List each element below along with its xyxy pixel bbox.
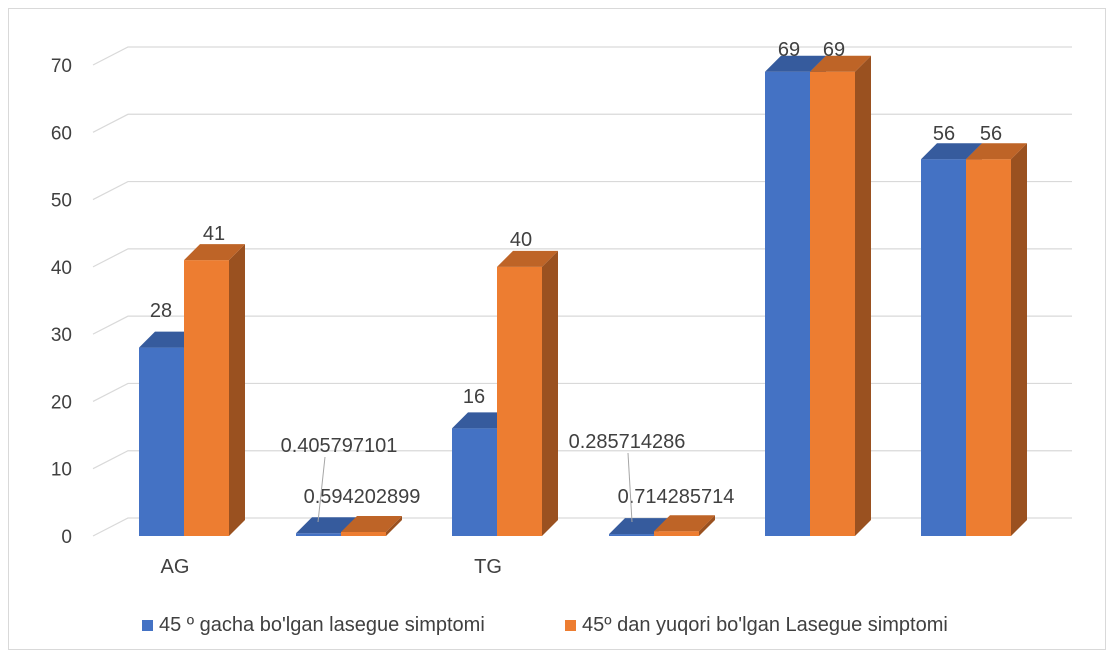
data-label: 0.285714286 (569, 431, 686, 453)
legend-swatch-series-2 (565, 620, 576, 631)
gridline (92, 180, 1072, 201)
x-category-label: AG (161, 556, 190, 578)
gridlines (92, 46, 1072, 537)
bar-top (765, 55, 826, 72)
bar-top (921, 143, 982, 160)
legend-swatch-series-1 (142, 620, 153, 631)
bar-side (1011, 143, 1027, 536)
bar-front (765, 71, 810, 536)
data-label: 28 (150, 300, 172, 322)
bar-top (341, 516, 402, 533)
data-label: 41 (203, 223, 225, 245)
y-axis-ticks: 0 10 20 30 40 50 60 70 (51, 56, 72, 548)
y-tick-label: 30 (51, 325, 72, 346)
bar-front (341, 532, 386, 536)
bar-front (497, 266, 542, 536)
gridline (92, 46, 1072, 66)
bar-front (810, 71, 855, 536)
legend-item-series-1: 45 º gacha bo'lgan lasegue simptomi (142, 614, 485, 637)
data-label: 0.405797101 (281, 435, 398, 457)
bars (139, 55, 1027, 536)
y-tick-label: 70 (51, 56, 72, 77)
bar-front (654, 531, 699, 536)
y-tick-label: 0 (61, 527, 72, 548)
bar-front (609, 534, 654, 536)
data-label: 16 (463, 386, 485, 408)
data-labels: 28 0.405797101 16 0.285714286 69 56 41 0.594202… (150, 39, 1002, 523)
y-tick-label: 50 (51, 191, 72, 212)
y-tick-label: 10 (51, 460, 72, 481)
bar-front (184, 260, 229, 536)
bar-front (296, 533, 341, 536)
data-label: 56 (980, 123, 1002, 145)
x-category-label: TG (474, 556, 502, 578)
bar-side (855, 55, 871, 536)
leader-line (627, 452, 633, 523)
bar-top (609, 518, 670, 535)
bar (184, 244, 245, 536)
gridline (92, 450, 1072, 470)
gridline (92, 248, 1072, 268)
gridline (92, 382, 1072, 402)
bar-front (921, 159, 966, 536)
legend-label-series-2: 45º dan yuqori bo'lgan Lasegue simptomi (582, 614, 948, 636)
bar-top (654, 515, 715, 532)
bar-front (139, 347, 184, 536)
bar (810, 55, 871, 536)
bar-side (699, 515, 715, 536)
data-label: 0.714285714 (618, 486, 735, 508)
bar-top (296, 517, 357, 534)
bar-front (966, 159, 1011, 536)
data-label: 0.594202899 (304, 486, 421, 508)
bar-top (497, 250, 558, 267)
bar-top (810, 55, 871, 72)
y-tick-label: 60 (51, 123, 72, 144)
data-label: 40 (510, 229, 532, 251)
legend-label-series-1: 45 º gacha bo'lgan lasegue simptomi (159, 614, 485, 636)
bar-side (386, 516, 402, 536)
data-label: 69 (823, 39, 845, 61)
gridline (92, 517, 1072, 537)
gridline (92, 315, 1072, 335)
x-axis-categories: AG TG (161, 556, 502, 578)
bar (497, 250, 558, 536)
legend: 45 º gacha bo'lgan lasegue simptomi 45º … (0, 614, 1112, 638)
bar (654, 515, 715, 536)
bar-side (229, 244, 245, 536)
y-tick-label: 20 (51, 392, 72, 413)
gridline (92, 113, 1072, 133)
data-label: 56 (933, 123, 955, 145)
bar (966, 143, 1027, 536)
legend-item-series-2: 45º dan yuqori bo'lgan Lasegue simptomi (565, 614, 948, 637)
bar-top (966, 143, 1027, 160)
leader-line (317, 456, 326, 523)
bar (341, 516, 402, 536)
y-tick-label: 40 (51, 258, 72, 279)
bar-front (452, 428, 497, 536)
data-label: 69 (778, 39, 800, 61)
bar-side (542, 250, 558, 536)
bar-top (184, 244, 245, 261)
